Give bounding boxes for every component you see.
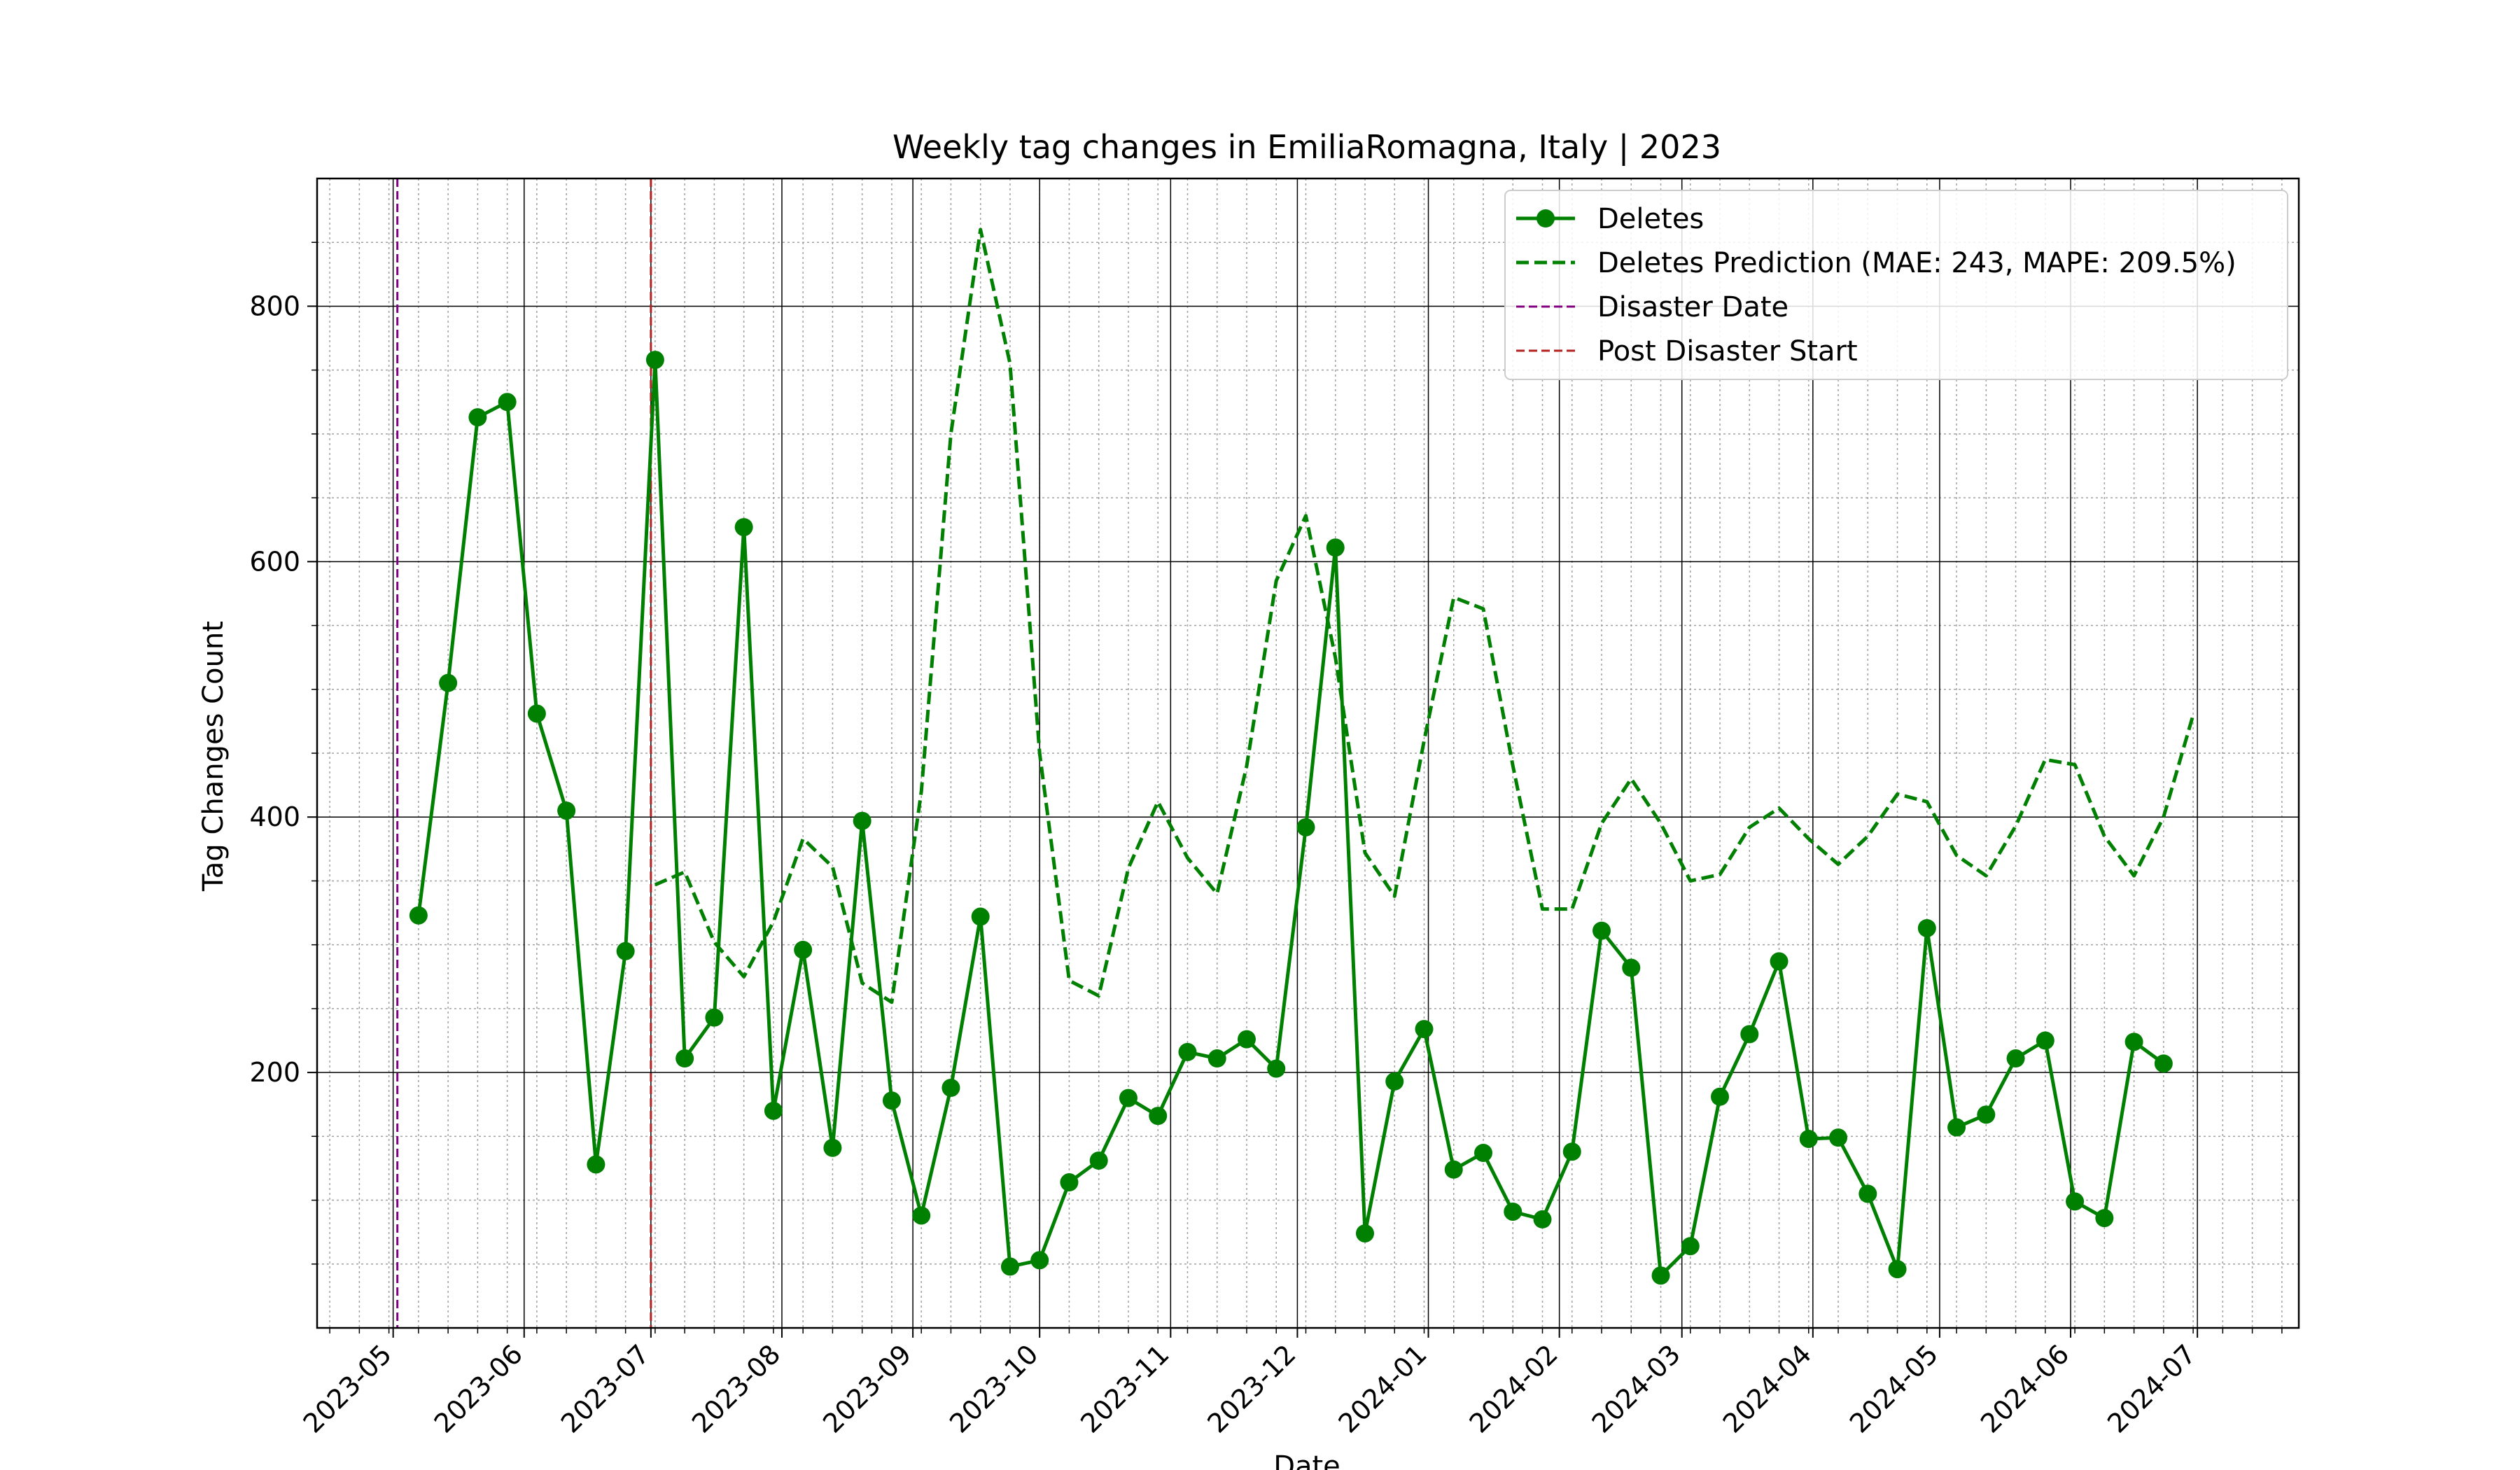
data-point <box>1770 952 1788 971</box>
legend-box <box>1504 190 2288 380</box>
data-point <box>912 1206 931 1225</box>
data-point <box>676 1049 694 1068</box>
data-point <box>1947 1118 1966 1137</box>
data-point <box>1030 1251 1049 1270</box>
legend-swatch-marker <box>1536 209 1555 227</box>
data-point <box>823 1138 842 1157</box>
series-layer <box>409 227 2195 1285</box>
data-point <box>1622 958 1641 977</box>
data-point <box>2066 1192 2085 1211</box>
data-point <box>527 704 546 723</box>
y-tick-label: 800 <box>249 290 300 321</box>
data-point <box>971 907 990 926</box>
data-point <box>1681 1237 1700 1256</box>
data-point <box>1237 1030 1256 1049</box>
data-point <box>1858 1184 1877 1203</box>
legend-entry-label: Disaster Date <box>1597 291 1788 323</box>
data-point <box>1977 1105 1996 1124</box>
data-point <box>1355 1224 1374 1242</box>
data-point <box>1060 1173 1079 1192</box>
legend-entry-label: Deletes <box>1597 203 1704 235</box>
data-point <box>1415 1020 1434 1039</box>
data-point <box>409 906 428 925</box>
data-point <box>2006 1049 2025 1068</box>
data-point <box>1740 1025 1759 1044</box>
data-point <box>734 518 753 537</box>
data-point <box>1829 1128 1848 1147</box>
data-point <box>1208 1049 1226 1068</box>
data-point <box>705 1008 724 1027</box>
data-point <box>882 1091 901 1110</box>
data-point <box>1385 1072 1404 1091</box>
series-line <box>654 227 2195 1004</box>
data-point <box>1562 1142 1581 1161</box>
data-point <box>2095 1209 2114 1228</box>
data-point <box>468 408 487 427</box>
chart-title: Weekly tag changes in EmiliaRomagna, Ita… <box>892 128 1721 167</box>
data-point <box>439 673 458 692</box>
data-point <box>587 1155 606 1174</box>
data-point <box>1504 1202 1522 1221</box>
data-point <box>794 940 813 959</box>
data-point <box>764 1101 783 1120</box>
data-point <box>1326 538 1345 557</box>
legend: Deletes Deletes Prediction (MAE: 243, MAP… <box>1504 190 2288 380</box>
data-point <box>1917 918 1936 937</box>
x-axis-label: Date <box>1273 1450 1340 1470</box>
data-point <box>1089 1151 1108 1170</box>
data-point <box>2154 1054 2173 1073</box>
data-point <box>1178 1042 1197 1061</box>
data-point <box>1474 1144 1493 1163</box>
data-point <box>1533 1210 1552 1228</box>
legend-entry-label: Deletes Prediction (MAE: 243, MAPE: 209.… <box>1597 247 2236 279</box>
y-axis-label: Tag Changes Count <box>197 621 230 892</box>
data-point <box>941 1079 960 1098</box>
data-point <box>498 393 517 412</box>
y-tick-label: 600 <box>249 546 300 577</box>
data-point <box>616 941 635 960</box>
y-tick-label: 400 <box>249 802 300 832</box>
data-point <box>2036 1031 2054 1050</box>
data-point <box>1888 1260 1907 1279</box>
data-point <box>1267 1059 1286 1078</box>
y-axis: 200 400 600 800 <box>249 241 317 1265</box>
legend-entry-label: Post Disaster Start <box>1597 335 1858 368</box>
data-point <box>853 811 872 830</box>
data-point <box>1000 1257 1019 1276</box>
data-point <box>1711 1087 1730 1106</box>
data-point <box>1444 1160 1463 1179</box>
data-point <box>1149 1107 1168 1126</box>
y-tick-label: 200 <box>249 1057 300 1088</box>
data-point <box>2124 1032 2143 1051</box>
data-point <box>645 351 664 370</box>
data-point <box>1119 1088 1138 1107</box>
data-point <box>557 802 576 820</box>
data-point <box>1651 1266 1670 1285</box>
data-point <box>1592 921 1611 940</box>
reference-lines <box>396 178 652 1328</box>
data-point <box>1799 1129 1818 1148</box>
data-point <box>1296 818 1315 836</box>
